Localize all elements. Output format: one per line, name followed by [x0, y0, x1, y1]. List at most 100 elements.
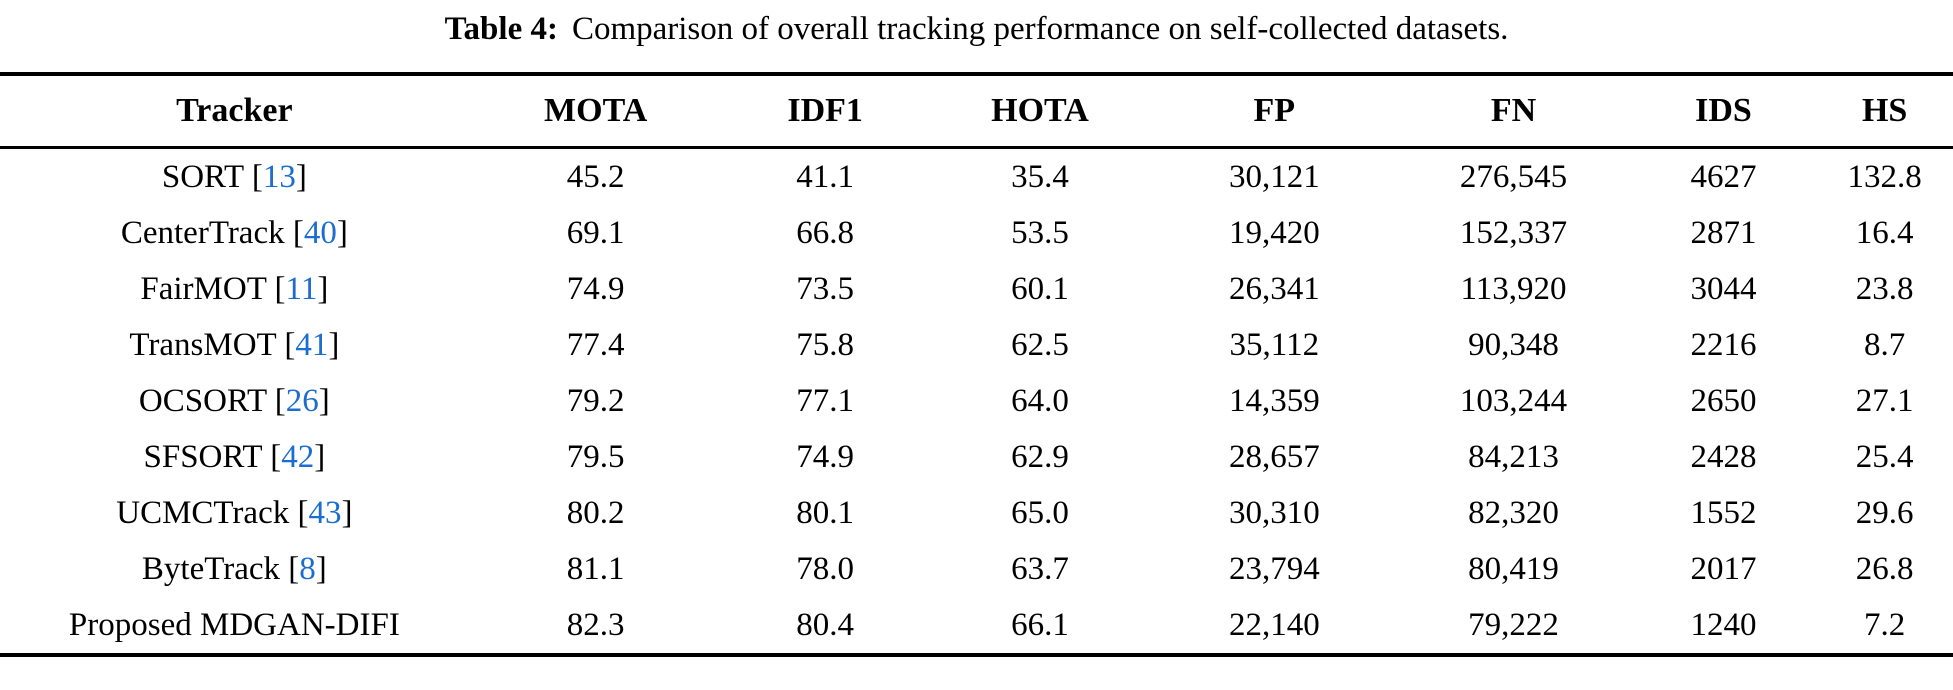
table-caption: Table 4: Comparison of overall tracking p…	[0, 0, 1953, 50]
tracker-name: CenterTrack	[120, 214, 285, 251]
table-row: ByteTrack [8] 81.1 78.0 63.7 23,794 80,4…	[0, 541, 1953, 597]
citation-bracket-close: ]	[314, 438, 326, 475]
mota-cell: 79.2	[566, 382, 625, 419]
hota-cell: 35.4	[1011, 158, 1069, 195]
fp-cell: 28,657	[1228, 438, 1320, 475]
mota-cell: 82.3	[566, 606, 625, 643]
fp-cell: 30,121	[1228, 158, 1320, 195]
table-row: OCSORT [26] 79.2 77.1 64.0 14,359 103,24…	[0, 373, 1953, 429]
results-table: Tracker MOTA IDF1 HOTA FP FN IDS HS SORT…	[0, 72, 1953, 657]
table-caption-label: Table 4:	[444, 11, 558, 47]
citation-link[interactable]: 13	[262, 158, 296, 195]
ids-cell: 4627	[1690, 158, 1757, 195]
column-header-hota: HOTA	[991, 92, 1089, 129]
tracker-name: UCMCTrack	[116, 494, 290, 531]
citation-link[interactable]: 41	[295, 326, 329, 363]
fp-cell: 22,140	[1228, 606, 1320, 643]
table-row: SFSORT [42] 79.5 74.9 62.9 28,657 84,213…	[0, 429, 1953, 485]
mota-cell: 74.9	[566, 270, 625, 307]
idf1-cell: 78.0	[796, 550, 854, 587]
fn-cell: 79,222	[1468, 606, 1559, 643]
ids-cell: 2216	[1690, 326, 1757, 363]
tracker-name: Proposed MDGAN-DIFI	[68, 606, 400, 643]
hota-cell: 66.1	[1011, 606, 1069, 643]
hota-cell: 64.0	[1011, 382, 1069, 419]
fp-cell: 26,341	[1228, 270, 1320, 307]
table-caption-text: Comparison of overall tracking performan…	[571, 11, 1509, 47]
mota-cell: 81.1	[566, 550, 625, 587]
hs-cell: 8.7	[1864, 326, 1906, 363]
idf1-cell: 41.1	[796, 158, 854, 195]
mota-cell: 69.1	[566, 214, 625, 251]
hs-cell: 132.8	[1847, 158, 1922, 195]
tracker-name: ByteTrack	[141, 550, 281, 587]
hs-cell: 25.4	[1855, 438, 1914, 475]
citation-bracket-open: [	[274, 270, 286, 307]
citation-bracket-open: [	[297, 494, 309, 531]
fp-cell: 23,794	[1228, 550, 1320, 587]
ids-cell: 2650	[1690, 382, 1757, 419]
idf1-cell: 73.5	[796, 270, 854, 307]
fn-cell: 103,244	[1459, 382, 1568, 419]
idf1-cell: 74.9	[796, 438, 854, 475]
hota-cell: 62.5	[1011, 326, 1069, 363]
hs-cell: 27.1	[1855, 382, 1914, 419]
fp-cell: 35,112	[1229, 326, 1320, 363]
tracker-name: SFSORT	[143, 438, 262, 475]
citation-bracket-open: [	[284, 326, 296, 363]
column-header-fn: FN	[1490, 92, 1537, 129]
ids-cell: 2017	[1690, 550, 1757, 587]
citation-bracket-open: [	[288, 550, 300, 587]
citation-bracket-open: [	[292, 214, 304, 251]
header-row: Tracker MOTA IDF1 HOTA FP FN IDS HS	[0, 74, 1953, 148]
column-header-idf1: IDF1	[787, 92, 863, 129]
tracker-cell: UCMCTrack [43]	[0, 485, 469, 541]
citation-bracket-close: ]	[317, 270, 329, 307]
citation-bracket-open: [	[251, 158, 263, 195]
citation-bracket-close: ]	[336, 214, 348, 251]
tracker-cell: SORT [13]	[0, 148, 469, 206]
hs-cell: 16.4	[1855, 214, 1914, 251]
column-header-ids: IDS	[1695, 92, 1752, 129]
citation-bracket-close: ]	[318, 382, 330, 419]
hs-cell: 29.6	[1855, 494, 1914, 531]
tracker-cell: OCSORT [26]	[0, 373, 469, 429]
tracker-cell: TransMOT [41]	[0, 317, 469, 373]
tracker-name: SORT	[161, 158, 244, 195]
citation-link[interactable]: 40	[303, 214, 337, 251]
idf1-cell: 75.8	[796, 326, 854, 363]
fn-cell: 152,337	[1459, 214, 1568, 251]
tracker-cell: ByteTrack [8]	[0, 541, 469, 597]
table-row: SORT [13] 45.2 41.1 35.4 30,121 276,545 …	[0, 148, 1953, 206]
citation-link[interactable]: 11	[285, 270, 318, 307]
idf1-cell: 66.8	[796, 214, 854, 251]
fn-cell: 80,419	[1468, 550, 1559, 587]
mota-cell: 80.2	[566, 494, 625, 531]
fp-cell: 30,310	[1228, 494, 1320, 531]
tracker-cell: FairMOT [11]	[0, 261, 469, 317]
hs-cell: 7.2	[1864, 606, 1906, 643]
citation-link[interactable]: 43	[308, 494, 342, 531]
mota-cell: 45.2	[566, 158, 625, 195]
idf1-cell: 77.1	[796, 382, 854, 419]
fn-cell: 276,545	[1459, 158, 1568, 195]
citation-bracket-open: [	[274, 382, 286, 419]
column-header-mota: MOTA	[544, 92, 648, 129]
tracker-cell: Proposed MDGAN-DIFI	[0, 597, 469, 655]
ids-cell: 1552	[1690, 494, 1757, 531]
idf1-cell: 80.1	[796, 494, 854, 531]
column-header-hs: HS	[1861, 92, 1908, 129]
ids-cell: 2428	[1690, 438, 1757, 475]
hota-cell: 60.1	[1011, 270, 1069, 307]
tracker-name: TransMOT	[129, 326, 277, 363]
hota-cell: 62.9	[1011, 438, 1069, 475]
hota-cell: 53.5	[1011, 214, 1069, 251]
citation-bracket-close: ]	[328, 326, 340, 363]
column-header-tracker: Tracker	[176, 92, 293, 129]
citation-link[interactable]: 26	[285, 382, 319, 419]
citation-bracket-close: ]	[295, 158, 307, 195]
citation-link[interactable]: 42	[281, 438, 315, 475]
fn-cell: 82,320	[1468, 494, 1559, 531]
citation-link[interactable]: 8	[299, 550, 316, 587]
